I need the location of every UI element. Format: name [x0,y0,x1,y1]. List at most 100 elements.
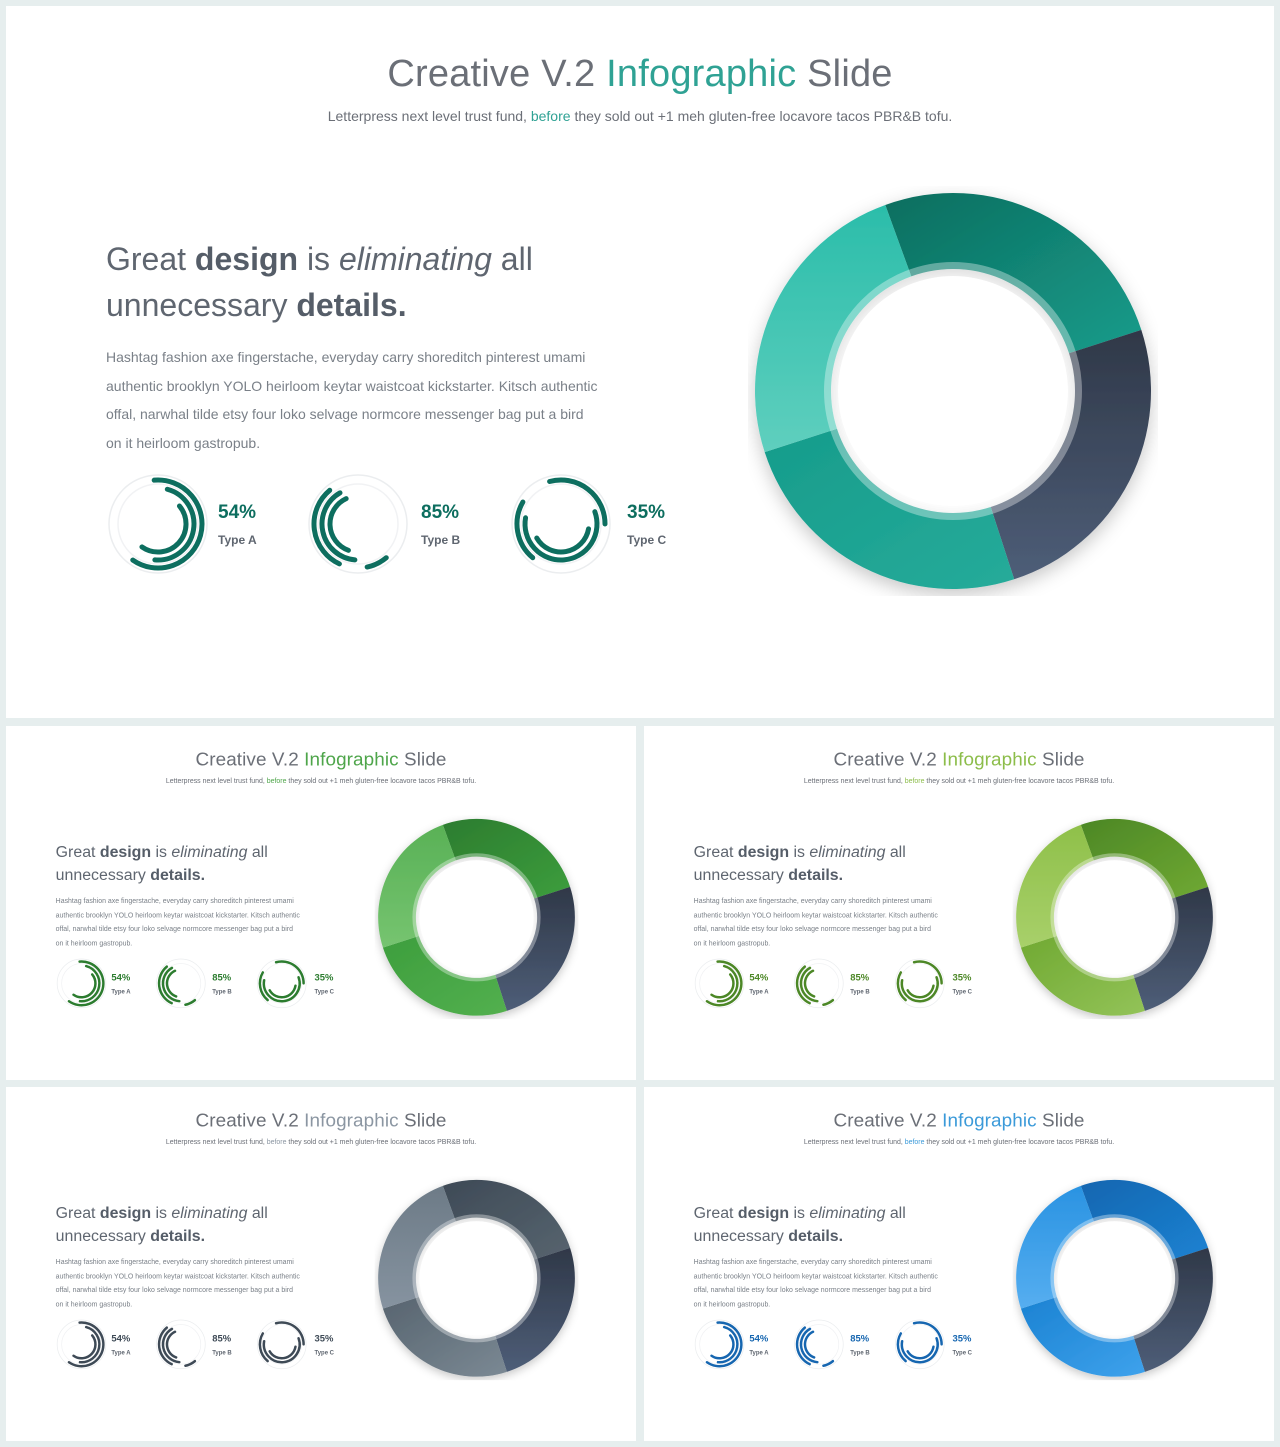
donut-segment-left [1016,1185,1094,1309]
stat-ring-arc [705,960,743,1007]
stat-type-b: 85% Type B [155,958,254,1010]
stat-ring-arc [130,477,205,571]
slide-subtitle: Letterpress next level trust fund, befor… [644,776,1274,786]
stat-value: 54% [749,972,769,983]
title-part3: Slide [807,53,893,95]
stat-ring-arc [900,1337,939,1364]
stat-ring-arc [514,499,536,561]
slide-thumbnail-lime[interactable]: Creative V.2 Infographic Slide Letterpre… [644,726,1274,1080]
slide-thumbnail-teal[interactable]: Creative V.2 Infographic Slide Letterpre… [6,6,1274,718]
stat-label: Type B [421,533,461,547]
stat-value: 85% [421,502,460,523]
subtitle-accent: before [266,776,287,785]
stat-value: 35% [314,1333,334,1344]
headline-word: unnecessary [693,1226,784,1245]
subtitle-accent: before [904,776,925,785]
donut-ring-graphic [1016,818,1213,1016]
slide-title: Creative V.2 Infographic Slide [6,1110,636,1133]
donut-center [1057,1221,1172,1336]
donut-segment-right [495,1247,575,1372]
stat-type-b: 85% Type B [793,1319,892,1371]
slide-thumbnail-slate[interactable]: Creative V.2 Infographic Slide Letterpre… [6,1087,636,1441]
slide-subtitle: Letterpress next level trust fund, befor… [6,776,636,786]
stat-rings-icon [108,474,208,574]
headline-italic: eliminating [338,241,492,277]
body-text: Hashtag fashion axe fingerstache, everyd… [55,896,300,947]
stat-label: Type A [111,987,131,995]
stat-type-a: 54% Type A [694,1319,793,1371]
donut-segment-bottom [1020,1297,1145,1377]
stat-rings-icon [794,1319,844,1370]
slide-thumbnail-blue[interactable]: Creative V.2 Infographic Slide Letterpre… [644,1087,1274,1441]
title-part1: Creative V.2 [833,749,937,771]
stat-ring-arc [274,1321,305,1346]
stat-value: 54% [111,1333,131,1344]
subtitle-part3: they sold out +1 meh gluten-free locavor… [926,1137,1115,1146]
donut-center [419,1221,534,1336]
slide-thumbnail-green[interactable]: Creative V.2 Infographic Slide Letterpre… [6,726,636,1080]
title-accent: Infographic [304,1110,399,1132]
headline-word: all [889,842,906,861]
stat-rings-icon [257,1319,307,1370]
stat-ring-arc [795,1326,811,1366]
stat-rings-icon [794,958,844,1009]
headline-bold: details [788,865,839,884]
stat-ring-track [520,483,602,565]
donut-center [419,860,534,975]
stat-rings-icon [56,958,107,1009]
headline: Great design is eliminating all unnecessa… [106,236,626,328]
headline-word: Great [693,1203,734,1222]
headline-italic: eliminating [809,842,886,861]
subtitle-accent: before [266,1137,287,1146]
headline-period: . [397,287,407,323]
stat-type-b: 85% Type B [793,958,892,1010]
headline-italic: eliminating [171,842,248,861]
donut-inner-ring [1050,1214,1179,1343]
stat-type-c: 35% Type C [894,958,993,1010]
headline: Great design is eliminating all unnecessa… [694,840,952,886]
donut-segment-top [442,818,571,899]
stat-ring-track [61,963,102,1004]
subtitle-part1: Letterpress next level trust fund, [165,1137,265,1146]
subtitle-part3: they sold out +1 meh gluten-free locavor… [288,1137,477,1146]
body-text: Hashtag fashion axe fingerstache, everyd… [693,1257,938,1308]
slide-subtitle: Letterpress next level trust fund, befor… [644,1137,1274,1147]
stat-value: 35% [952,972,972,983]
headline-word: all [251,1203,268,1222]
stat-type-a: 54% Type A [694,958,793,1010]
stat-ring-arc [906,1345,935,1360]
donut-ring-graphic [378,1179,575,1377]
stat-ring-arc [900,976,939,1003]
stat-value: 54% [218,502,257,523]
stat-ring-arc [165,1330,178,1359]
donut-segments [1016,818,1213,1016]
stat-ring-arc [705,1321,743,1368]
donut-inner-ring [412,853,541,982]
headline-period: . [838,1226,844,1245]
headline-word: Great [693,842,734,861]
donut-segments [755,192,1151,589]
stat-rings-icon [694,958,745,1009]
headline-word: all [889,1203,906,1222]
stat-ring-arc [184,1359,197,1367]
slide-title: Creative V.2 Infographic Slide [644,1110,1274,1133]
title-part1: Creative V.2 [195,749,299,771]
stat-ring-arc [547,477,608,527]
donut-segment-left [755,204,912,453]
stat-ring-arc [67,960,105,1007]
stat-ring-arc [274,960,305,985]
stat-label: Type B [850,1348,870,1356]
stat-ring-arc [268,1345,297,1360]
stat-ring-arc [262,976,301,1003]
headline: Great design is eliminating all unnecessa… [56,840,314,886]
donut-segment-top [1080,1179,1209,1260]
stat-type-c: 35% Type C [509,472,709,576]
stat-ring-track [699,963,740,1004]
slide-subtitle: Letterpress next level trust fund, befor… [6,107,1274,127]
stat-ring-arc [165,969,178,998]
stat-ring-arc [268,984,297,999]
headline-bold: details [296,287,398,323]
stat-ring-arc [896,971,907,1002]
stat-ring-track [117,483,199,565]
stat-label: Type C [314,987,334,995]
